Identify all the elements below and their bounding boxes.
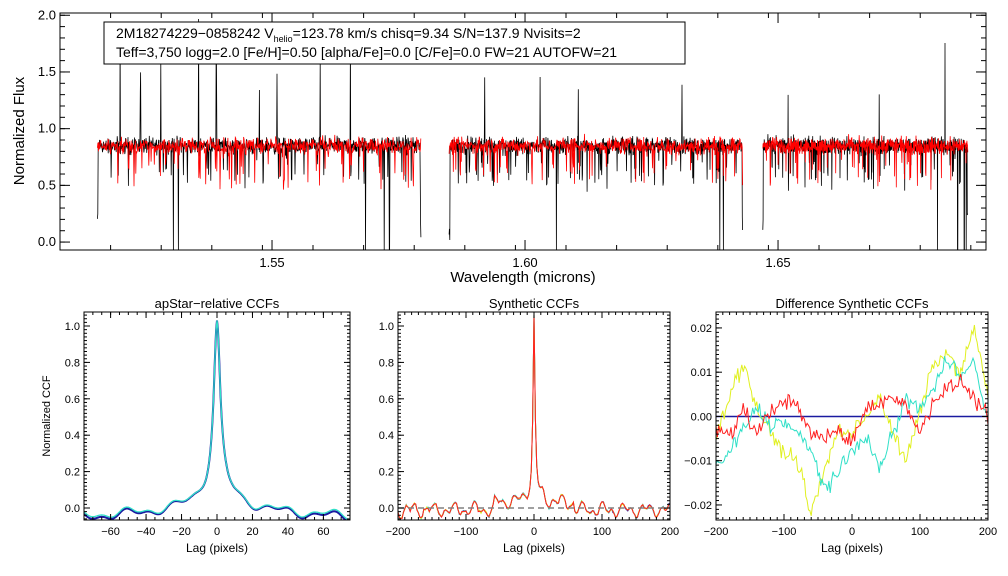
diff-lines: [716, 324, 988, 516]
y-tick-label: −0.01: [684, 456, 712, 468]
y-tick-label: 0.0: [38, 234, 56, 249]
y-tick-label: 0.4: [379, 430, 394, 442]
ccf-s4-line: [398, 313, 670, 520]
plot-frame: [83, 311, 351, 521]
y-tick-label: 0.01: [691, 367, 712, 379]
plot-frame: [59, 12, 987, 251]
y-tick-label: 1.0: [65, 321, 80, 333]
x-tick-label: −100: [454, 526, 479, 538]
star-id-vhelio: 2M18274229−0858242 V: [116, 25, 274, 41]
x-axis-label: Wavelength (microns): [450, 269, 595, 286]
y-tick-label: 2.0: [38, 7, 56, 22]
y-tick-label: 0.02: [691, 323, 712, 335]
y-tick-label: 0.8: [65, 357, 80, 369]
x-tick-label: 60: [317, 526, 329, 538]
diff-yellow-line: [716, 324, 988, 516]
x-tick-label: −100: [772, 526, 797, 538]
x-tick-label: 1.55: [259, 255, 284, 270]
info-line-1: 2M18274229−0858242 Vhelio=123.78 km/s ch…: [116, 25, 581, 44]
info-box-frame: [103, 21, 686, 65]
y-tick-label: 0.6: [65, 394, 80, 406]
y-tick-label: 0.00: [691, 411, 712, 423]
y-tick-label: 0.5: [38, 177, 56, 192]
x-tick-label: 1.60: [512, 255, 537, 270]
plot-frame: [397, 311, 671, 521]
y-tick-label: −0.02: [684, 500, 712, 512]
synthetic-ccf-panel: −200 −100 0 100 200 0.0 0.2 0.4 0.6 0.8 1.0 Lag (pi…: [379, 296, 679, 555]
ccf-visit2-line: [84, 320, 350, 520]
apstar-ccf-panel: −60 −40 −20 0 20 40 60 0.0 0.2 0.4 0.6 0.8 1.0 Lag (p…: [41, 296, 351, 555]
x-tick-label: −20: [172, 526, 191, 538]
fit-stats: =123.78 km/s chisq=9.34 S/N=137.9 Nvisit…: [293, 25, 581, 41]
panel-title: Synthetic CCFs: [489, 296, 580, 311]
ccf-visit1-line: [84, 320, 348, 520]
x-tick-label: −40: [137, 526, 156, 538]
spectrum-panel: 1.55 1.60 1.65 0.0 0.5 1.0 1.5 2.0 Wavelength (m…: [11, 7, 987, 286]
x-tick-label: −60: [101, 526, 120, 538]
x-tick-label: 0: [214, 526, 220, 538]
ccf-lines: [84, 320, 350, 520]
vhelio-subscript: helio: [274, 34, 293, 44]
x-tick-label: 200: [661, 526, 679, 538]
y-tick-label: 0.4: [65, 430, 80, 442]
info-line-2: Teff=3,750 logg=2.0 [Fe/H]=0.50 [alpha/F…: [116, 44, 617, 60]
y-axis-label: Normalized Flux: [11, 76, 28, 185]
x-tick-label: 0: [849, 526, 855, 538]
diff-red-line: [716, 374, 988, 447]
y-tick-label: 1.0: [38, 121, 56, 136]
ccf-lines: [398, 313, 670, 520]
plot-frame: [715, 311, 989, 521]
x-tick-label: 40: [282, 526, 294, 538]
x-tick-label: 0: [531, 526, 537, 538]
y-tick-label: 0.8: [379, 357, 394, 369]
x-tick-label: 20: [246, 526, 258, 538]
y-tick-label: 1.5: [38, 64, 56, 79]
x-tick-label: 200: [979, 526, 997, 538]
x-axis-label: Lag (pixels): [503, 541, 565, 555]
y-tick-label: 0.0: [65, 503, 80, 515]
panel-title: apStar−relative CCFs: [155, 296, 280, 311]
x-tick-label: −200: [704, 526, 729, 538]
y-tick-label: 0.0: [379, 503, 394, 515]
x-tick-label: 1.65: [765, 255, 790, 270]
info-box: 2M18274229−0858242 Vhelio=123.78 km/s ch…: [103, 21, 686, 65]
x-tick-label: 100: [593, 526, 611, 538]
x-tick-label: −200: [386, 526, 411, 538]
diff-cyan-line: [716, 356, 988, 494]
y-tick-label: 0.2: [65, 467, 80, 479]
panel-title: Difference Synthetic CCFs: [776, 296, 929, 311]
y-axis-label: Normalized CCF: [41, 375, 53, 457]
spectrum-model-line: [97, 133, 969, 190]
y-tick-label: 0.2: [379, 467, 394, 479]
y-tick-label: 1.0: [379, 321, 394, 333]
x-tick-label: 100: [911, 526, 929, 538]
difference-ccf-panel: −200 −100 0 100 200 −0.02 −0.01 0.00 0.01 0.02 Lag…: [684, 296, 997, 555]
x-axis-label: Lag (pixels): [821, 541, 883, 555]
spectrum-lines: [97, 18, 969, 250]
y-tick-label: 0.6: [379, 394, 394, 406]
x-axis-label: Lag (pixels): [186, 541, 248, 555]
